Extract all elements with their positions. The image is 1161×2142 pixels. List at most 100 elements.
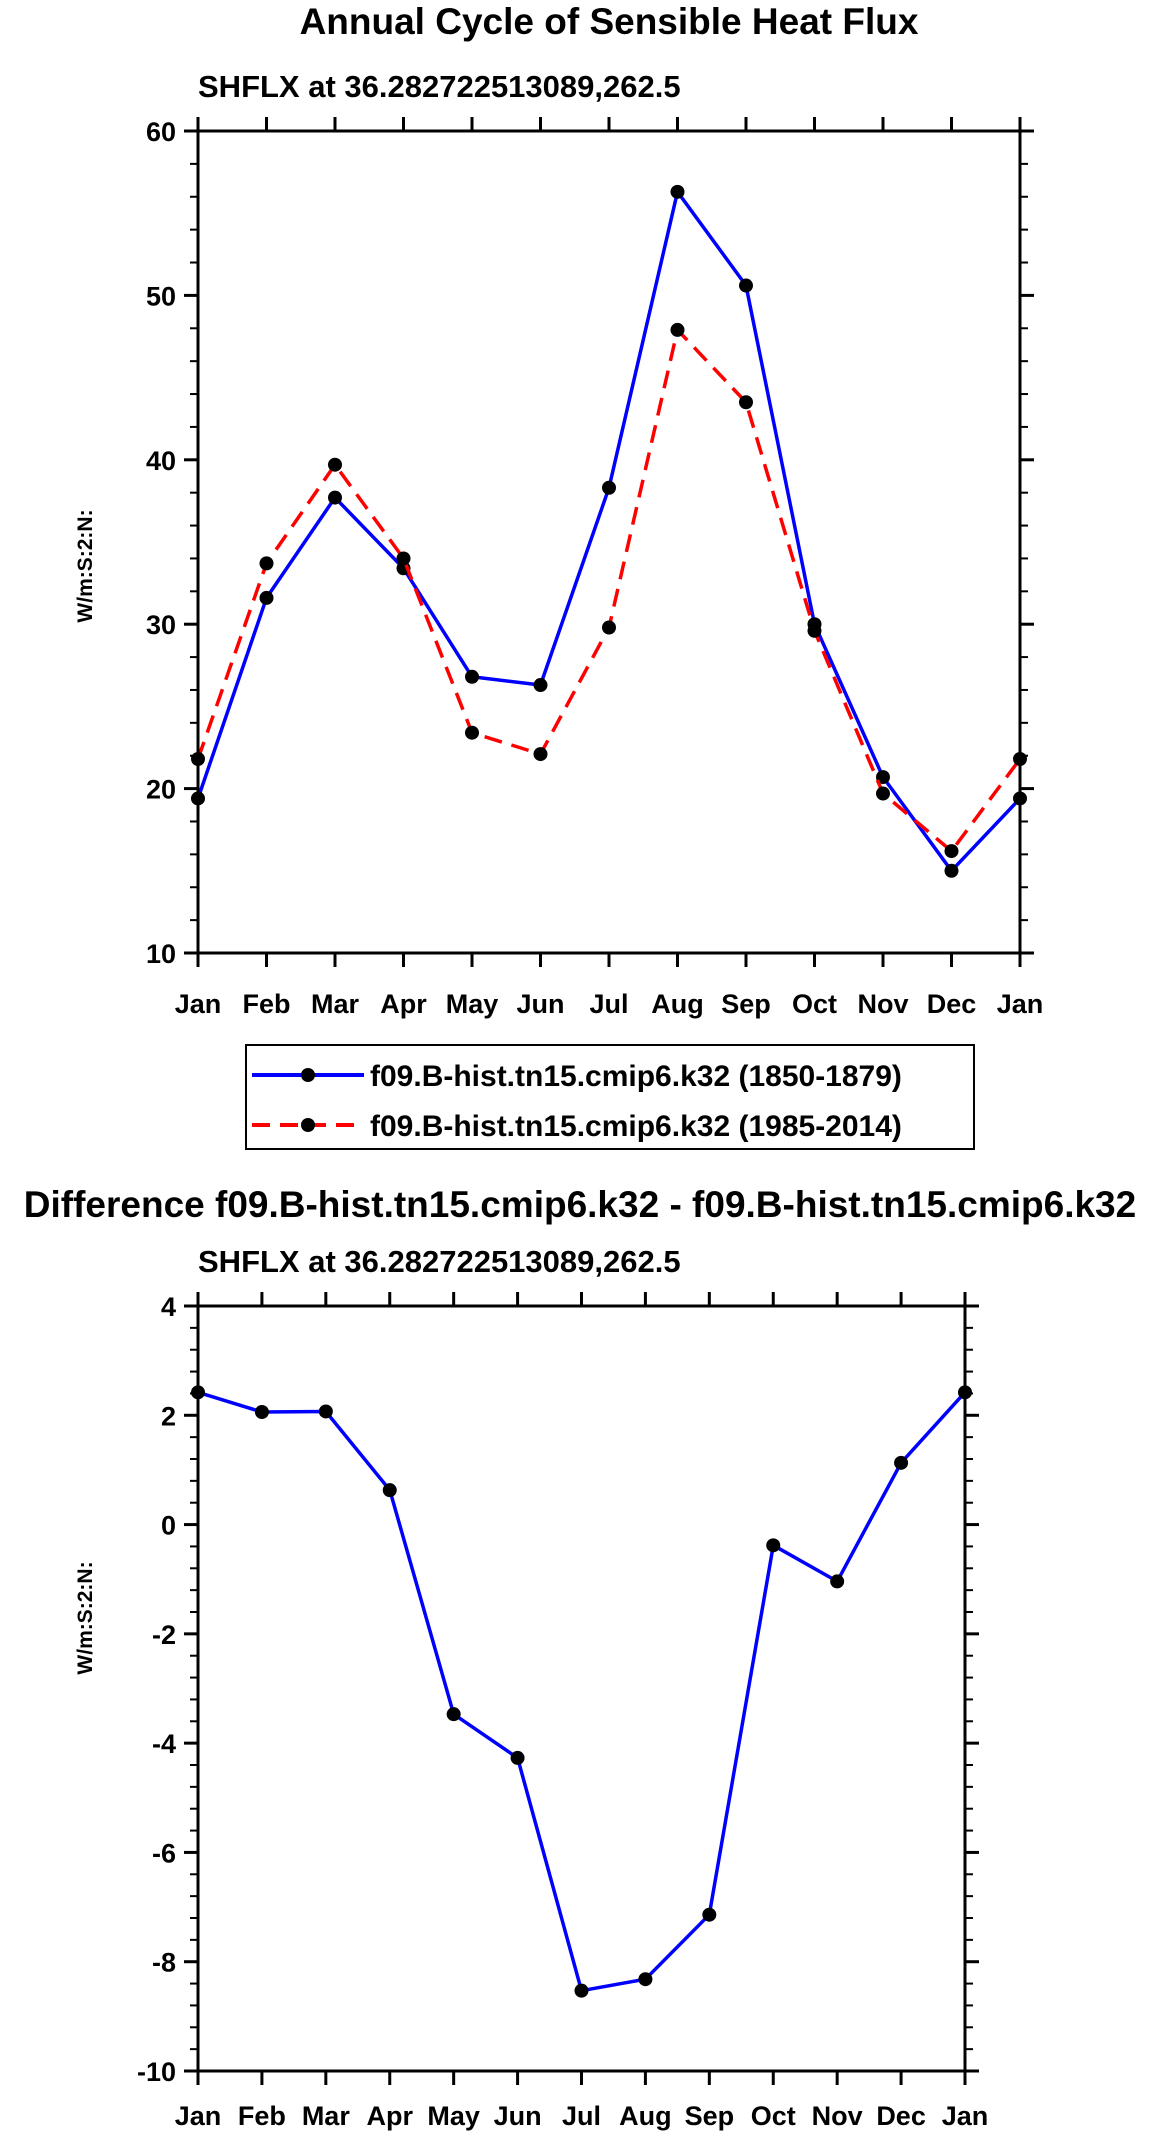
chart-difference: Difference f09.B-hist.tn15.cmip6.k32 - f… — [24, 1184, 1136, 2131]
legend-box — [245, 1044, 975, 1150]
chart2-xtick-label: Dec — [876, 2101, 926, 2131]
chart1-ytick-label: 40 — [146, 446, 176, 476]
chart1-series-0-point — [876, 770, 890, 785]
chart2-xtick-label: Oct — [751, 2101, 796, 2131]
chart1-ytick-label: 30 — [146, 610, 176, 640]
chart2-xtick-label: Jan — [175, 2101, 222, 2131]
chart1-xtick-label: Nov — [857, 989, 908, 1019]
chart2-ytick-label: -6 — [152, 1838, 176, 1868]
chart1-xtick-label: May — [446, 989, 499, 1019]
chart1-series-1-point — [533, 747, 548, 762]
chart2-ytick-label: -4 — [152, 1729, 176, 1759]
chart2-xtick-label: Aug — [619, 2101, 671, 2131]
chart1-series-1-point — [602, 620, 616, 635]
chart1-ytick-label: 50 — [146, 281, 176, 311]
chart1-series-layer — [191, 184, 1027, 878]
chart2-xtick-label: Feb — [238, 2101, 286, 2131]
chart2-ytick-label: 0 — [161, 1511, 176, 1541]
chart1-xtick-labels: Jan Feb Mar Apr May Jun Jul Aug Sep Oct Nov Dec Jan — [175, 989, 1044, 1019]
legend-marker-1985-2014 — [301, 1118, 315, 1132]
chart2-y-axis-label: W/m:S:2:N: — [74, 1561, 97, 1674]
chart1-ytick-labels: 10 20 30 40 50 60 — [146, 117, 176, 969]
chart1-series-line-1 — [196, 328, 1022, 853]
chart2-ytick-label: -2 — [152, 1620, 176, 1650]
chart2-xtick-label: Nov — [812, 2101, 863, 2131]
chart1-xtick-label: Jan — [175, 989, 222, 1019]
chart1-series-0-point — [465, 669, 479, 684]
chart1-xtick-label: Aug — [651, 989, 703, 1019]
chart2-xtick-label: Jul — [562, 2101, 601, 2131]
chart1-y-axis-label: W/m:S:2:N: — [74, 509, 97, 622]
chart2-subtitle: SHFLX at 36.282722513089,262.5 — [198, 1244, 681, 1279]
chart1-series-line-0 — [196, 190, 1022, 873]
chart1-xtick-label: Dec — [927, 989, 977, 1019]
chart2-series-0-point — [382, 1483, 397, 1498]
chart2-series-0-point — [830, 1574, 845, 1589]
chart2-series-0-point — [510, 1750, 525, 1765]
chart1-series-0-point — [602, 480, 616, 495]
chart2-xtick-label: Apr — [367, 2101, 414, 2131]
chart2-xtick-label: Jun — [494, 2101, 542, 2131]
chart2-ytick-label: 2 — [161, 1401, 176, 1431]
chart1-ytick-label: 10 — [146, 939, 176, 969]
chart1-plot-frame — [196, 129, 1022, 955]
chart2-ytick-label: -8 — [152, 1948, 176, 1978]
chart1-ytick-label: 20 — [146, 775, 176, 805]
chart1-legend: f09.B-hist.tn15.cmip6.k32 (1850-1879) f0… — [245, 1044, 975, 1150]
chart2-xtick-labels: Jan Feb Mar Apr May Jun Jul Aug Sep Oct Nov Dec Jan — [175, 2101, 989, 2131]
chart1-series-1-point — [328, 457, 342, 472]
legend-entry-1985-2014: f09.B-hist.tn15.cmip6.k32 (1985-2014) — [252, 1110, 902, 1143]
chart1-xtick-label: Oct — [792, 989, 837, 1019]
chart1-series-1-point — [876, 786, 890, 801]
legend-label-1985-2014: f09.B-hist.tn15.cmip6.k32 (1985-2014) — [370, 1110, 902, 1143]
chart2-series-0-point — [318, 1404, 333, 1419]
chart1-series-1-point — [944, 844, 959, 859]
chart-annual-cycle: Annual Cycle of Sensible Heat Flux SHFLX… — [74, 1, 1044, 1150]
chart2-series-0-point — [702, 1907, 717, 1922]
chart1-series-1-point — [807, 623, 822, 638]
chart2-xtick-label: Sep — [685, 2101, 735, 2131]
chart1-xtick-label: Sep — [721, 989, 771, 1019]
chart1-series-0-point — [259, 590, 274, 605]
chart2-series-0-point — [574, 1983, 589, 1998]
chart1-ytick-label: 60 — [146, 117, 176, 147]
chart2-xtick-label: May — [427, 2101, 480, 2131]
legend-entry-1850-1879: f09.B-hist.tn15.cmip6.k32 (1850-1879) — [252, 1060, 902, 1093]
chart2-ytick-label: -10 — [137, 2057, 176, 2087]
chart1-series-0-point — [533, 678, 548, 693]
chart2-title: Difference f09.B-hist.tn15.cmip6.k32 - f… — [24, 1184, 1136, 1225]
chart2-series-0-point — [446, 1707, 461, 1722]
chart1-xtick-label: Jun — [516, 989, 564, 1019]
chart2-series-layer — [191, 1385, 972, 1998]
chart2-ytick-labels: -10 -8 -6 -4 -2 0 2 4 — [137, 1292, 176, 2087]
chart1-series-0-point — [328, 490, 342, 505]
chart1-series-0-point — [739, 278, 753, 293]
chart1-series-0-point — [670, 184, 685, 199]
chart1-xtick-label: Jul — [589, 989, 628, 1019]
legend-marker-1850-1879 — [301, 1068, 315, 1082]
chart2-plot-frame — [196, 1304, 967, 2073]
chart2-series-0-point — [894, 1455, 909, 1470]
chart1-subtitle: SHFLX at 36.282722513089,262.5 — [198, 69, 681, 104]
chart2-series-0-point — [638, 1972, 653, 1987]
chart2-series-0-point — [766, 1538, 781, 1553]
chart2-xtick-label: Mar — [302, 2101, 351, 2131]
chart2-ytick-label: 4 — [161, 1292, 176, 1322]
chart1-xtick-label: Feb — [242, 989, 290, 1019]
chart1-title: Annual Cycle of Sensible Heat Flux — [300, 1, 919, 42]
chart1-series-1-point — [739, 395, 753, 410]
chart1-xtick-label: Jan — [997, 989, 1044, 1019]
chart1-series-1-point — [396, 551, 411, 566]
chart1-series-1-point — [259, 556, 274, 571]
chart1-series-1-point — [670, 322, 685, 337]
chart1-xtick-label: Apr — [380, 989, 427, 1019]
legend-label-1850-1879: f09.B-hist.tn15.cmip6.k32 (1850-1879) — [370, 1060, 902, 1093]
chart1-xtick-label: Mar — [311, 989, 360, 1019]
chart1-ticks — [184, 117, 1034, 967]
chart1-series-1-point — [465, 725, 479, 740]
chart2-series-line-0 — [197, 1390, 967, 1993]
chart1-series-0-point — [944, 863, 959, 878]
chart2-series-0-point — [254, 1405, 269, 1420]
